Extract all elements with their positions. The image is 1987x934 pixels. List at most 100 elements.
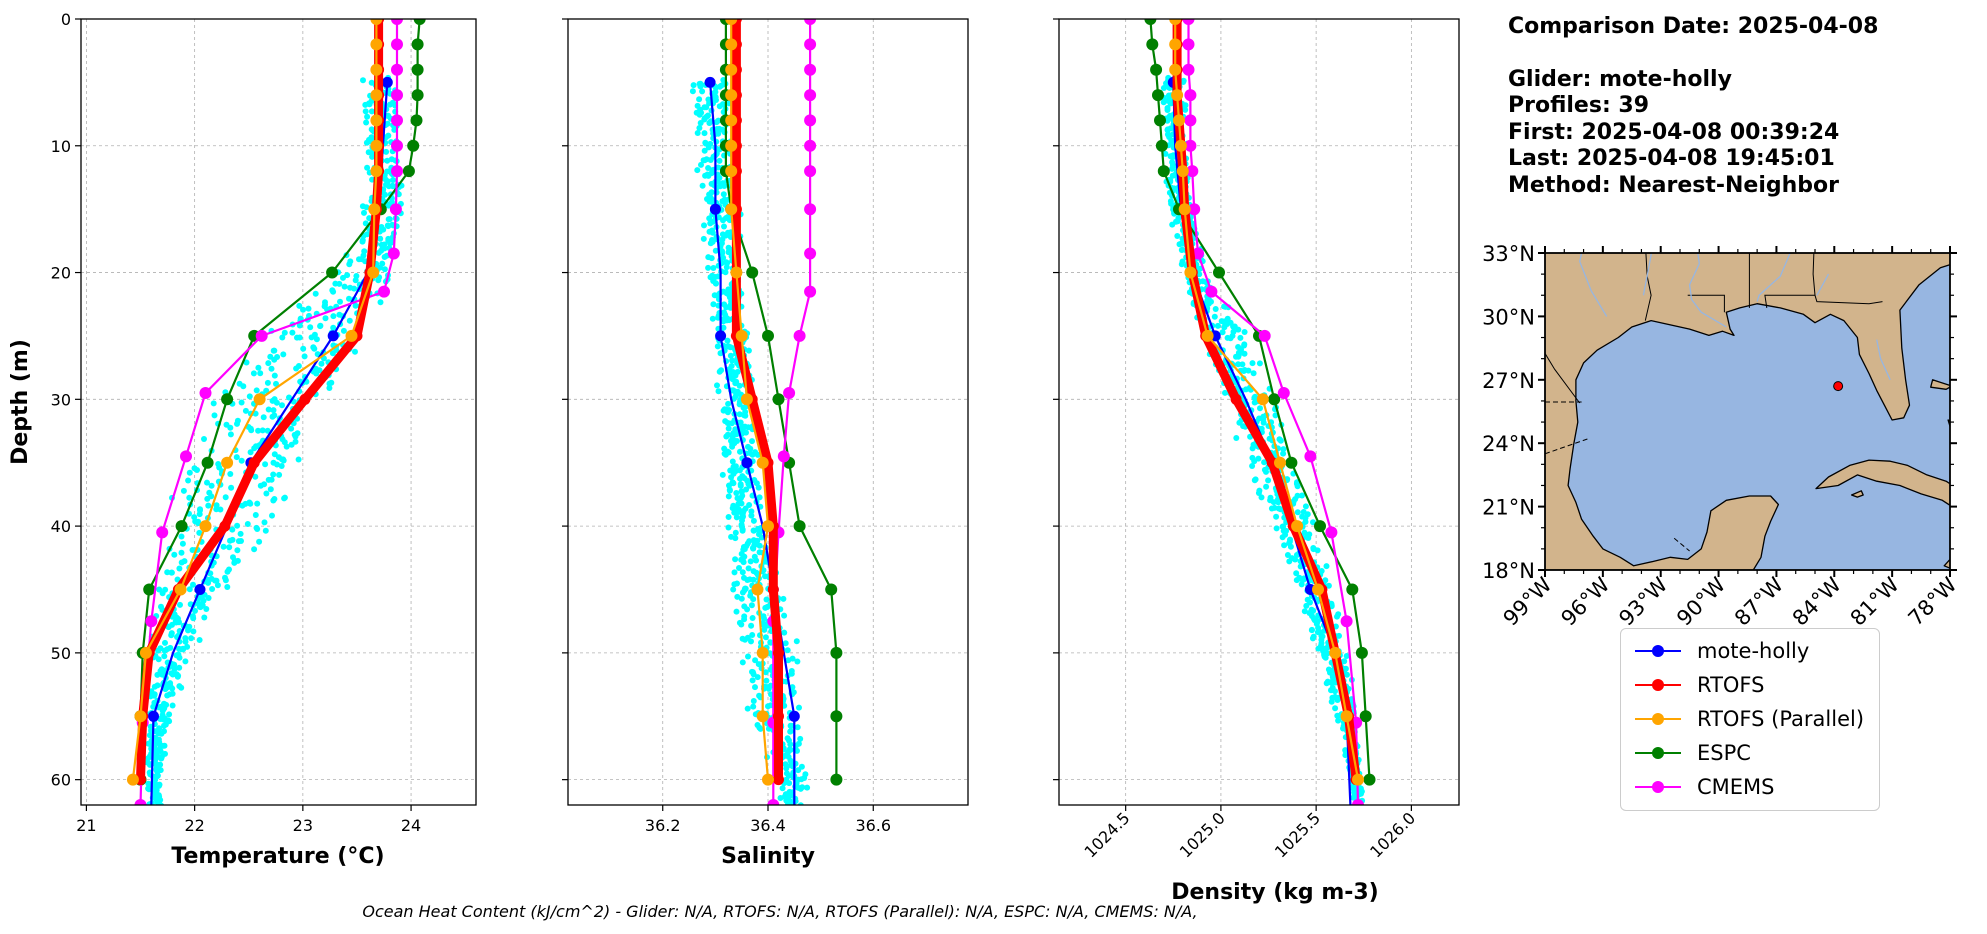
glider-point [305,305,312,312]
series-marker-rtofs-parallel [730,266,743,279]
glider-point [745,653,751,660]
glider-point [1167,100,1174,107]
glider-point [752,657,759,664]
glider-point [346,317,353,324]
legend-item-rtofs: RTOFS [1633,669,1764,701]
series-marker-rtofs [1230,393,1242,405]
series-marker-rtofs-parallel [740,393,753,406]
glider-point [1249,360,1256,367]
series-marker-mote-holly [327,330,339,342]
glider-point [1252,476,1259,483]
series-marker-rtofs-parallel [1274,456,1286,469]
glider-point [1323,563,1330,570]
glider-point [1308,626,1315,633]
glider-point [734,580,740,587]
glider-point [727,352,734,359]
glider-point [1323,680,1330,687]
glider-point [697,106,704,113]
glider-point [699,182,706,189]
glider-point [257,482,264,489]
series-marker-rtofs-parallel [370,139,383,152]
glider-point [732,535,739,542]
glider-point [733,608,740,615]
glider-point [271,451,278,458]
river [1876,339,1891,381]
glider-point [377,299,384,306]
glider-point [171,551,178,558]
glider-point [238,538,244,544]
series-marker-rtofs-parallel [762,773,774,786]
legend-dot [1652,747,1664,759]
glider-point [185,477,192,484]
glider-point [1160,85,1167,91]
glider-point [720,324,727,331]
glider-point [159,742,166,749]
glider-point [165,624,172,631]
glider-point [725,400,732,407]
glider-point [1343,653,1350,659]
glider-point [721,309,727,316]
series-marker-espc [201,456,214,469]
series-marker-rtofs-parallel [756,710,769,723]
legend-marker [1635,679,1681,691]
glider-point [279,436,286,443]
glider-point [1221,303,1228,310]
glider-point [154,747,161,754]
glider-point [1261,466,1268,473]
series-marker-cmems [777,450,790,463]
y-tick-label: 50 [51,644,71,663]
series-marker-espc [830,710,843,723]
glider-point [180,487,187,494]
glider-point [1329,684,1336,691]
glider-point [244,521,251,527]
glider-point [347,284,354,291]
map-lon-label: 93°W [1614,572,1672,630]
glider-point [716,157,723,164]
glider-point [1321,651,1328,658]
series-marker-espc [1268,393,1281,406]
x-tick-label: 24 [401,816,421,835]
glider-point [797,735,804,742]
series-group [126,19,426,805]
glider-point [782,761,789,768]
series-marker-cmems [804,114,817,127]
series-marker-espc [221,393,234,406]
glider-point [263,387,270,394]
glider-point [361,209,367,216]
glider-point [254,526,261,532]
glider-point [164,569,171,576]
glider-point [714,382,720,389]
glider-point [364,113,371,120]
glider-point [318,360,325,367]
glider-point [736,382,743,389]
glider-point [261,519,268,526]
glider-point [360,252,367,259]
series-marker-rtofs-parallel [199,520,212,533]
comparison-date: Comparison Date: 2025-04-08 [1508,14,1879,39]
series-marker-rtofs-parallel [725,114,738,127]
glider-point [176,683,183,690]
map-lon-label: 90°W [1672,572,1730,630]
glider-point [1164,117,1171,124]
series-marker-rtofs-parallel [1169,38,1182,51]
glider-point [179,540,186,547]
glider-point [749,677,756,684]
glider-point [384,178,391,185]
glider-point [316,367,323,374]
legend-swatch-rtofs-parallel [1633,707,1683,731]
glider-point [301,353,308,360]
glider-point [1342,747,1349,754]
glider-point [739,589,746,596]
glider-point [168,670,175,677]
glider-point [794,658,801,665]
glider-name: Glider: mote-holly [1508,66,1732,92]
series-marker-rtofs-parallel [370,114,383,127]
glider-point [368,108,375,115]
glider-point [732,529,739,536]
glider-point [1273,513,1280,520]
glider-point [213,577,220,584]
glider-point [1173,218,1179,225]
glider-point [1164,107,1171,113]
glider-point [1299,492,1305,499]
profile-panels: 0 10 20 30 40 50 60 21 22 23 24 Temperature (°C) 36.… [51,10,1460,905]
